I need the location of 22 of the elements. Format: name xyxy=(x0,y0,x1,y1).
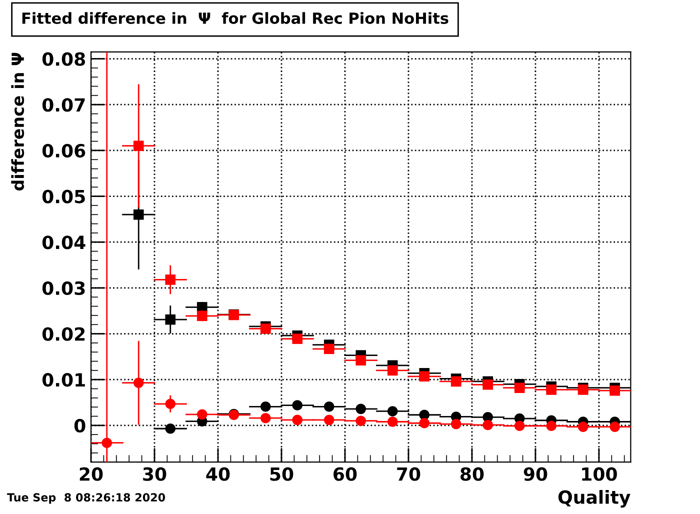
x-axis-title: Quality xyxy=(558,490,630,508)
y-tick-label: 0.05 xyxy=(42,190,85,204)
x-tick-label: 40 xyxy=(206,467,230,481)
y-tick-label: 0.04 xyxy=(42,236,86,250)
x-tick-label: 70 xyxy=(397,467,420,481)
chart-title: Fitted difference in Ψ for Global Rec Pion NoHits xyxy=(22,12,448,24)
y-tick-label: 0.02 xyxy=(42,327,85,341)
y-tick-label: 0.03 xyxy=(42,281,85,296)
x-tick-label: 50 xyxy=(270,467,294,481)
y-tick-label: 0.07 xyxy=(42,98,85,112)
x-tick-label: 90 xyxy=(524,467,548,481)
y-tick-label: 0 xyxy=(74,418,86,433)
y-tick-label: 0.08 xyxy=(42,52,86,66)
y-axis-title: difference in Ψ xyxy=(11,52,24,191)
x-tick-label: 100 xyxy=(582,467,617,481)
x-tick-label: 80 xyxy=(460,467,484,481)
y-tick-label: 0.06 xyxy=(42,144,86,158)
x-tick-label: 60 xyxy=(334,467,357,481)
text: Tue Sep 8 08:26:18 2020 xyxy=(7,493,166,504)
y-tick-label: 0.01 xyxy=(42,373,85,387)
x-tick-label: 30 xyxy=(143,467,166,481)
x-tick-label: 20 xyxy=(80,467,103,481)
